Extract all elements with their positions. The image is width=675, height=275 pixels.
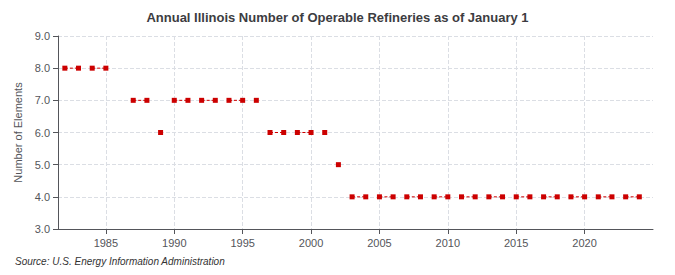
svg-text:Annual Illinois Number of Oper: Annual Illinois Number of Operable Refin… [146, 10, 528, 25]
svg-text:9.0: 9.0 [35, 30, 50, 42]
svg-text:2000: 2000 [299, 237, 323, 249]
svg-text:2005: 2005 [367, 237, 391, 249]
svg-text:8.0: 8.0 [35, 62, 50, 74]
svg-text:5.0: 5.0 [35, 159, 50, 171]
svg-text:1990: 1990 [162, 237, 186, 249]
svg-text:4.0: 4.0 [35, 191, 50, 203]
svg-text:3.0: 3.0 [35, 223, 50, 235]
svg-text:Number of Elements: Number of Elements [12, 82, 24, 183]
svg-text:7.0: 7.0 [35, 94, 50, 106]
svg-text:Source: U.S. Energy Informatio: Source: U.S. Energy Information Administ… [15, 256, 225, 267]
svg-text:2010: 2010 [436, 237, 460, 249]
svg-text:2015: 2015 [504, 237, 528, 249]
svg-text:6.0: 6.0 [35, 127, 50, 139]
svg-text:1995: 1995 [230, 237, 254, 249]
svg-text:1985: 1985 [94, 237, 118, 249]
svg-text:2020: 2020 [572, 237, 596, 249]
